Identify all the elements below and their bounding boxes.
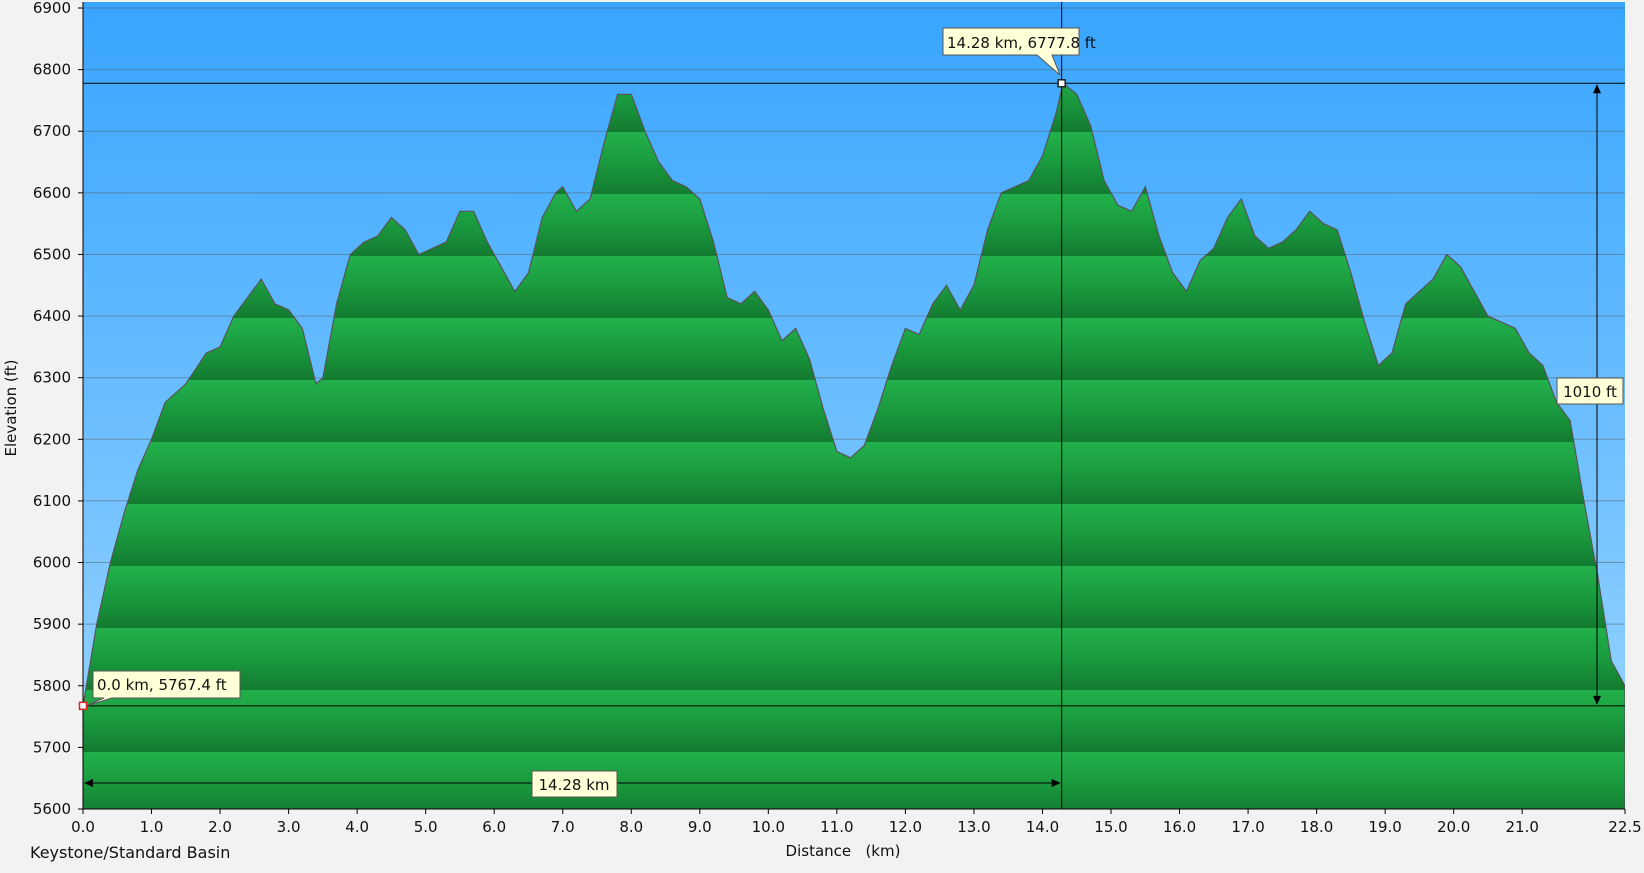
y-tick-label: 6400 bbox=[33, 307, 71, 325]
point-markers bbox=[78, 79, 1066, 711]
y-tick-label: 5900 bbox=[33, 615, 71, 633]
x-tick-label: 6.0 bbox=[482, 818, 506, 836]
x-tick-label: 22.5 bbox=[1608, 818, 1641, 836]
y-tick-label: 6600 bbox=[33, 184, 71, 202]
y-tick-label: 6300 bbox=[33, 369, 71, 387]
end-point-label: 14.28 km, 6777.8 ft bbox=[947, 34, 1096, 52]
x-axis-ticks: 0.0 1.0 2.0 3.0 4.0 5.0 6.0 7.0 8.0 9.0 10.0 11.0 12… bbox=[71, 809, 1642, 836]
elevation-span-label: 1010 ft bbox=[1563, 383, 1617, 401]
x-tick-label: 4.0 bbox=[345, 818, 369, 836]
distance-arrowhead-left bbox=[84, 779, 93, 787]
end-point-callout: 14.28 km, 6777.8 ft bbox=[942, 27, 1096, 76]
x-tick-label: 21.0 bbox=[1505, 818, 1538, 836]
y-axis-title: Elevation (ft) bbox=[2, 359, 20, 456]
x-tick-label: 18.0 bbox=[1300, 818, 1333, 836]
y-tick-label: 6000 bbox=[33, 554, 71, 572]
start-point-callout: 0.0 km, 5767.4 ft bbox=[85, 670, 241, 707]
x-tick-label: 3.0 bbox=[277, 818, 301, 836]
start-point-label: 0.0 km, 5767.4 ft bbox=[97, 676, 227, 694]
x-tick-label: 5.0 bbox=[414, 818, 438, 836]
x-tick-label: 1.0 bbox=[140, 818, 164, 836]
elevation-arrowhead-bottom bbox=[1593, 695, 1601, 705]
y-tick-label: 5800 bbox=[33, 677, 71, 695]
distance-span-label: 14.28 km bbox=[538, 776, 609, 794]
y-tick-label: 6900 bbox=[33, 0, 71, 17]
x-tick-label: 16.0 bbox=[1163, 818, 1196, 836]
x-tick-label: 14.0 bbox=[1026, 818, 1059, 836]
x-tick-label: 20.0 bbox=[1437, 818, 1470, 836]
elevation-arrowhead-top bbox=[1593, 84, 1601, 94]
y-tick-label: 5700 bbox=[33, 738, 71, 756]
x-axis-title: Distance (km) bbox=[786, 842, 901, 860]
elevation-area bbox=[83, 82, 1625, 809]
x-tick-label: 10.0 bbox=[752, 818, 785, 836]
y-tick-label: 6700 bbox=[33, 122, 71, 140]
start-marker[interactable] bbox=[78, 701, 88, 711]
x-tick-label: 15.0 bbox=[1094, 818, 1127, 836]
x-tick-label: 13.0 bbox=[957, 818, 990, 836]
y-tick-label: 6800 bbox=[33, 61, 71, 79]
y-tick-label: 6500 bbox=[33, 245, 71, 263]
end-marker[interactable] bbox=[1057, 79, 1066, 88]
x-tick-label: 0.0 bbox=[71, 818, 95, 836]
x-tick-label: 12.0 bbox=[889, 818, 922, 836]
elevation-span-callout: 1010 ft bbox=[1556, 377, 1624, 405]
chart-title: Keystone/Standard Basin bbox=[30, 843, 230, 862]
x-tick-label: 9.0 bbox=[688, 818, 712, 836]
x-tick-label: 17.0 bbox=[1231, 818, 1264, 836]
x-tick-label: 8.0 bbox=[619, 818, 643, 836]
y-axis-ticks: 5600 5700 5800 5900 6000 6100 6200 6300 6400 6500… bbox=[33, 0, 83, 818]
x-tick-label: 7.0 bbox=[551, 818, 575, 836]
distance-arrowhead-right bbox=[1051, 779, 1061, 787]
x-tick-label: 11.0 bbox=[820, 818, 853, 836]
x-tick-label: 19.0 bbox=[1368, 818, 1401, 836]
distance-span-callout: 14.28 km bbox=[531, 770, 618, 798]
x-tick-label: 2.0 bbox=[208, 818, 232, 836]
y-tick-label: 6100 bbox=[33, 492, 71, 510]
y-tick-label: 5600 bbox=[33, 800, 71, 818]
y-tick-label: 6200 bbox=[33, 430, 71, 448]
